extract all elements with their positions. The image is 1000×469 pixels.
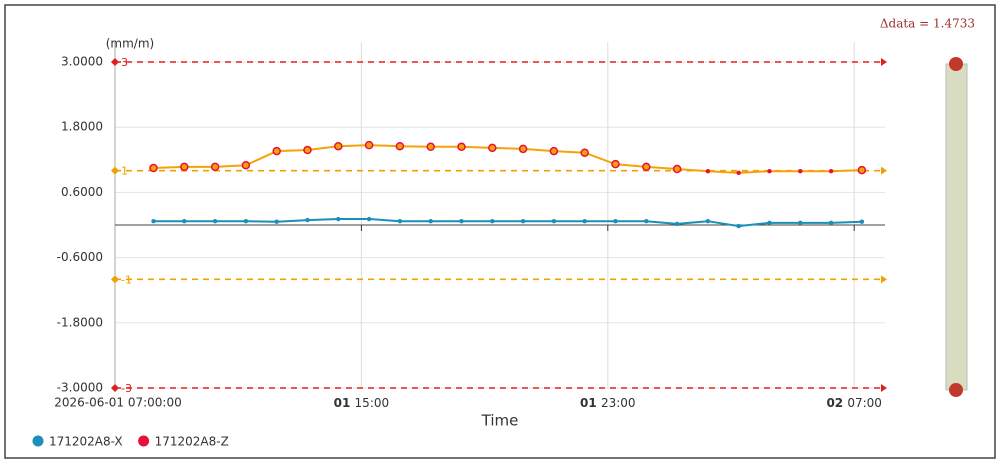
data-point (549, 146, 559, 156)
x-tick-label: 01 15:00 (334, 396, 389, 410)
threshold-arrow (881, 384, 887, 392)
series-line (153, 218, 862, 228)
data-point (182, 218, 187, 224)
data-point (828, 169, 834, 174)
data-point (611, 159, 620, 169)
data-point (459, 218, 464, 224)
threshold-arrow (881, 166, 887, 175)
data-point (705, 169, 711, 174)
data-point (428, 218, 433, 224)
data-point (642, 162, 651, 172)
data-point (644, 218, 649, 224)
data-point (767, 220, 772, 226)
threshold-label: 1 (121, 165, 128, 178)
data-point (336, 216, 341, 222)
data-point (736, 223, 741, 229)
y-tick-label: 0.6000 (61, 185, 103, 199)
series-line (153, 144, 862, 174)
data-point (672, 164, 682, 174)
data-point (457, 142, 466, 152)
y-tick-label: 1.8000 (61, 120, 103, 134)
legend-label: 171202A8-Z (155, 435, 229, 449)
threshold-marker (111, 166, 119, 175)
data-point (149, 163, 158, 173)
data-point (151, 218, 156, 224)
threshold-marker (111, 384, 119, 392)
data-point (364, 140, 374, 150)
data-point (272, 146, 281, 156)
y-unit: (mm/m) (106, 37, 154, 51)
x-axis-title: Time (481, 412, 519, 430)
delta-annotation: Δdata = 1.4733 (880, 17, 975, 31)
x-tick-label: 02 07:00 (826, 396, 881, 410)
zoom-slider[interactable] (945, 63, 968, 391)
data-point (518, 144, 528, 154)
legend-swatch (32, 435, 44, 447)
threshold-arrow (881, 58, 887, 66)
y-tick-label: -0.6000 (57, 250, 103, 264)
data-point (426, 142, 435, 152)
data-point (243, 218, 249, 224)
data-point (705, 218, 711, 224)
legend-swatch (138, 435, 150, 447)
data-point (582, 218, 587, 224)
y-tick-label: 3.0000 (61, 55, 103, 69)
data-point (366, 216, 372, 222)
data-point (674, 221, 680, 227)
threshold-label: -3 (121, 382, 132, 395)
data-point (395, 141, 405, 151)
data-point (303, 145, 312, 155)
data-point (736, 170, 741, 176)
data-point (241, 160, 251, 170)
y-tick-label: -1.8000 (57, 315, 103, 329)
threshold-marker (111, 58, 119, 66)
threshold-label: 3 (121, 56, 128, 69)
slider-handle[interactable] (949, 57, 963, 71)
data-point (798, 169, 803, 174)
data-point (551, 218, 557, 224)
slider-handle[interactable] (949, 383, 963, 397)
data-point (305, 217, 310, 223)
data-point (828, 220, 834, 226)
data-point (488, 143, 497, 153)
x-tick-label: 2026-06-01 07:00:00 (54, 396, 181, 410)
data-point (613, 218, 618, 224)
x-tick-label: 01 23:00 (580, 396, 635, 410)
legend-label: 171202A8-X (49, 435, 123, 449)
data-point (520, 218, 526, 224)
data-point (490, 218, 495, 224)
data-point (767, 169, 772, 174)
threshold-arrow (881, 275, 887, 284)
data-point (212, 218, 218, 224)
y-tick-label: -3.0000 (57, 381, 103, 395)
data-point (798, 220, 803, 226)
frame (4, 4, 996, 459)
threshold-marker (111, 275, 119, 284)
data-point (397, 218, 403, 224)
data-point (580, 148, 589, 157)
data-point (180, 162, 189, 172)
data-point (857, 165, 867, 175)
data-point (274, 219, 279, 224)
data-point (210, 162, 220, 172)
data-point (334, 141, 343, 151)
threshold-label: -1 (121, 273, 132, 286)
data-point (859, 219, 865, 224)
